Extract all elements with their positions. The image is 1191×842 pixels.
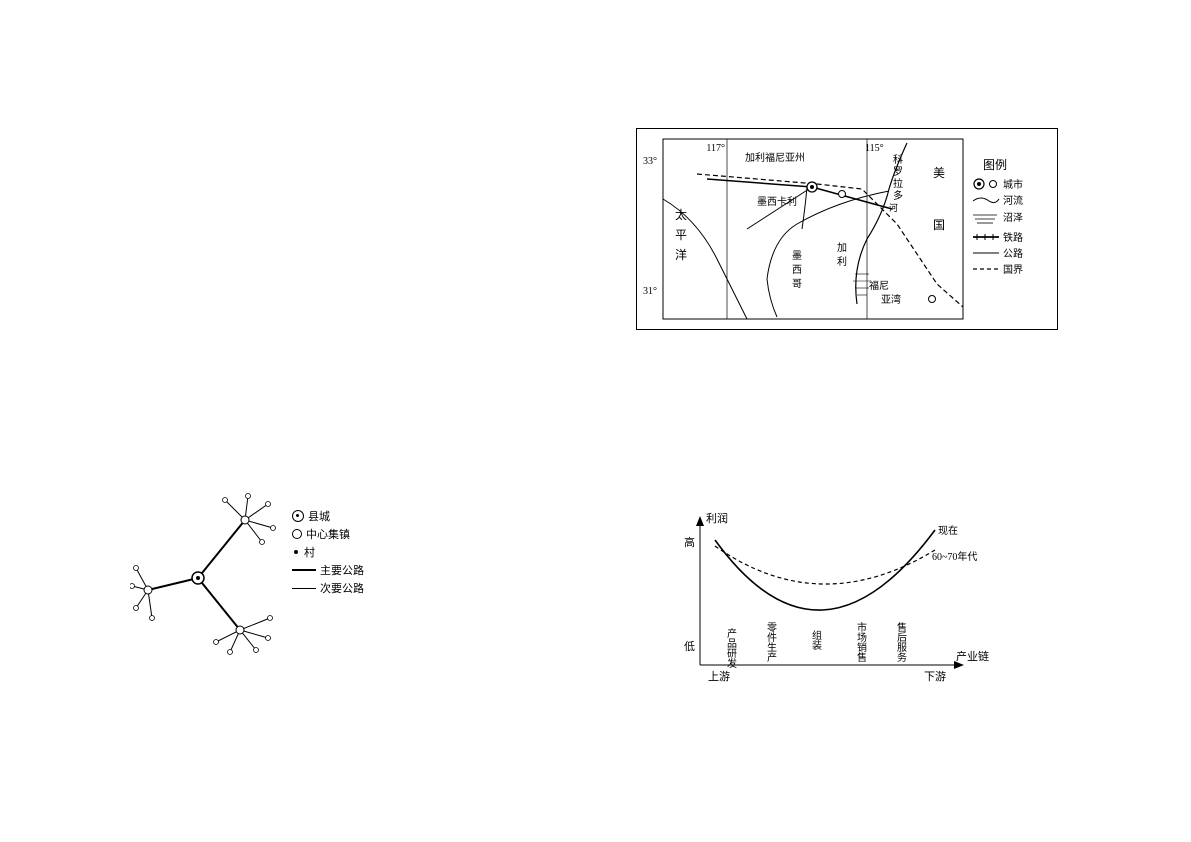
svg-text:60~70年代: 60~70年代	[932, 550, 977, 563]
figure-mexicali-map: 117° 115° 33° 31° 太 平 洋	[636, 128, 1058, 330]
svg-text:罗: 罗	[893, 166, 903, 178]
legend-village: 村	[292, 544, 364, 560]
svg-text:太: 太	[675, 207, 687, 222]
svg-text:亚湾: 亚湾	[881, 293, 901, 306]
svg-text:产品研发: 产品研发	[725, 627, 737, 669]
svg-text:国: 国	[933, 218, 945, 232]
svg-text:国界: 国界	[1003, 264, 1023, 276]
svg-text:利润: 利润	[706, 511, 728, 525]
svg-text:洋: 洋	[675, 247, 687, 262]
svg-text:美: 美	[933, 166, 945, 180]
svg-text:城市: 城市	[1003, 178, 1023, 191]
svg-text:沼泽: 沼泽	[1003, 211, 1023, 224]
legend-main-road: 主要公路	[292, 562, 364, 578]
svg-text:上游: 上游	[708, 670, 730, 683]
svg-text:加: 加	[837, 242, 847, 254]
svg-text:墨: 墨	[792, 250, 802, 262]
svg-text:组装: 组装	[810, 629, 822, 651]
svg-text:铁路: 铁路	[1003, 231, 1023, 244]
svg-text:哥: 哥	[792, 278, 802, 290]
svg-text:利: 利	[837, 256, 847, 268]
svg-text:现在: 现在	[938, 525, 958, 537]
svg-text:零件生产: 零件生产	[765, 622, 777, 663]
svg-text:河: 河	[889, 202, 898, 213]
svg-text:33°: 33°	[643, 156, 657, 167]
svg-text:下游: 下游	[924, 670, 946, 683]
svg-text:高: 高	[684, 535, 695, 549]
svg-text:加利福尼亚州: 加利福尼亚州	[745, 151, 805, 164]
svg-text:福尼: 福尼	[869, 279, 889, 292]
svg-text:售后服务: 售后服务	[895, 621, 907, 663]
svg-text:平: 平	[675, 228, 687, 242]
svg-text:多: 多	[893, 189, 903, 202]
figure-smile-curve: 利润 高 低 产业链 上游 下游 现在 60~70年代 产品研发 零件生产 组装…	[660, 500, 990, 700]
legend-county: 县城	[292, 508, 364, 524]
svg-text:公路: 公路	[1003, 247, 1023, 260]
svg-text:河流: 河流	[1003, 194, 1023, 207]
svg-text:拉: 拉	[893, 177, 903, 190]
svg-text:31°: 31°	[643, 286, 657, 297]
svg-text:低: 低	[684, 640, 695, 653]
svg-text:西: 西	[792, 265, 802, 276]
legend-minor-road: 次要公路	[292, 580, 364, 596]
svg-text:图例: 图例	[983, 158, 1007, 172]
lon115: 115°	[865, 143, 884, 154]
svg-text:科: 科	[893, 153, 903, 166]
svg-text:产业链: 产业链	[956, 649, 989, 663]
legend-town: 中心集镇	[292, 526, 364, 542]
lon117: 117°	[706, 143, 725, 154]
figure-county-network: 县城 中心集镇 村 主要公路 次要公路	[130, 490, 390, 660]
svg-text:市场销售: 市场销售	[855, 621, 867, 663]
svg-text:墨西卡利: 墨西卡利	[757, 195, 797, 208]
